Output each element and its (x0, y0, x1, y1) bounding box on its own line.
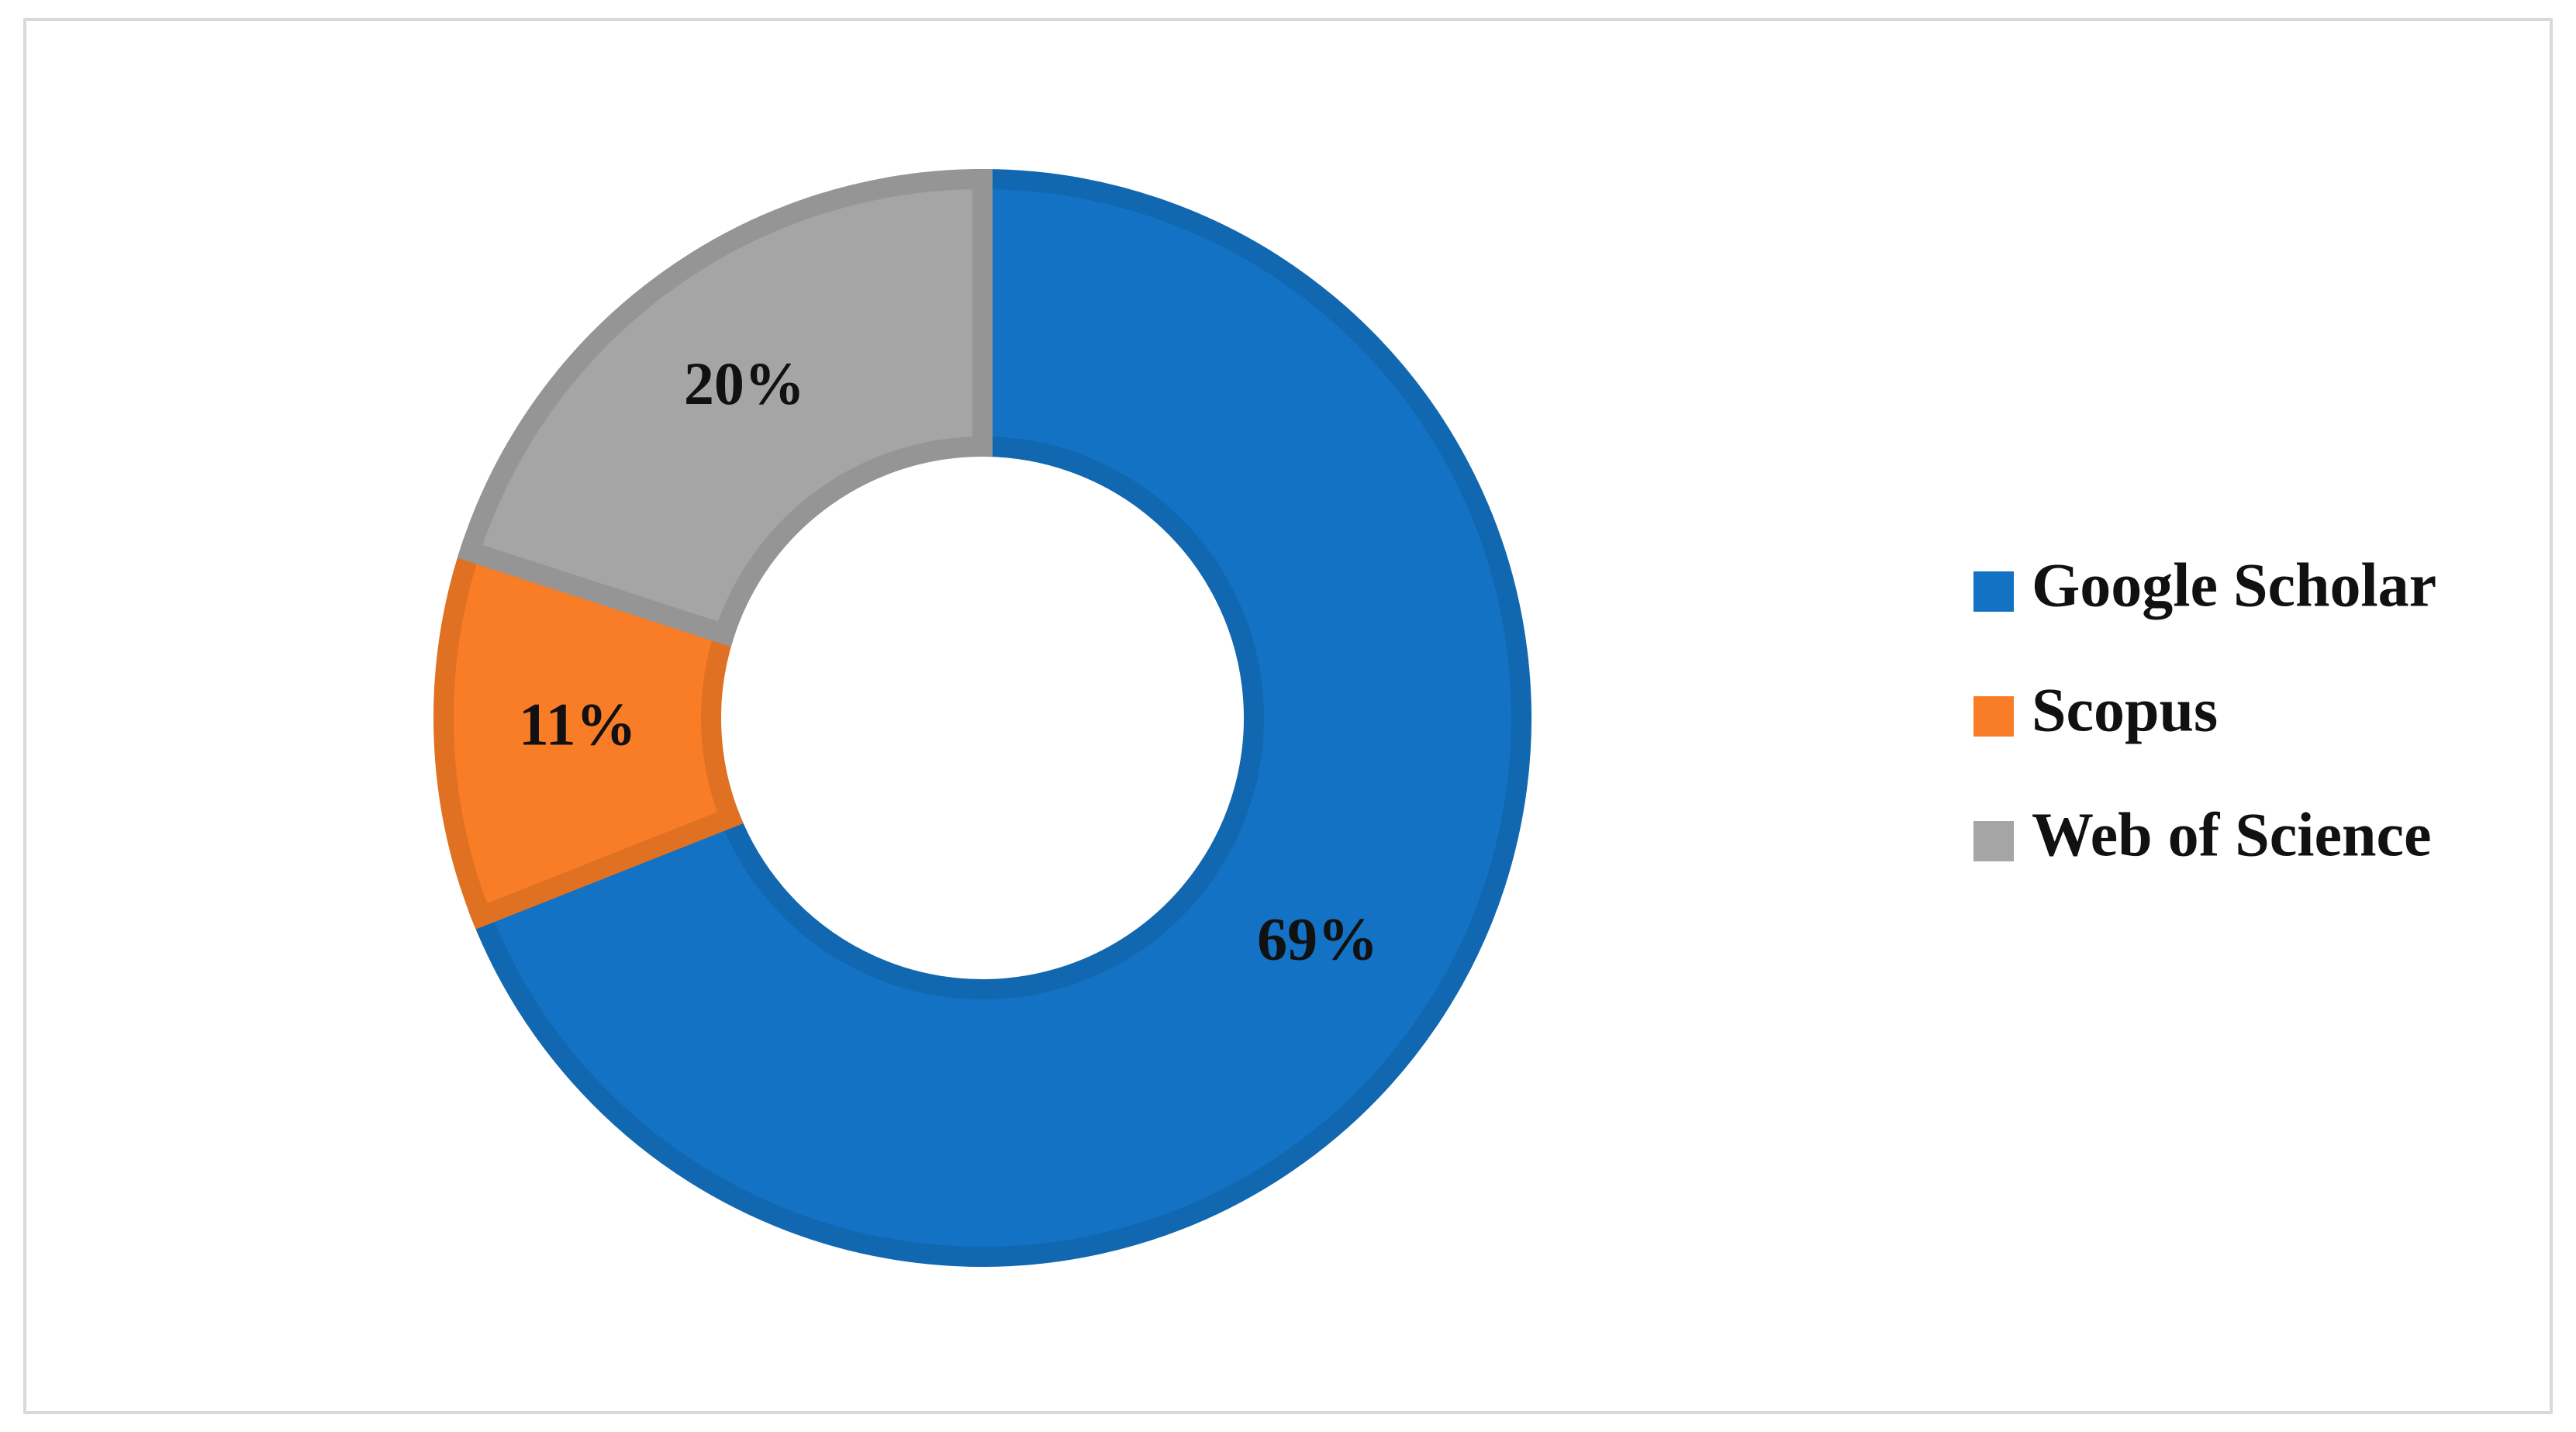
slice (457, 168, 993, 647)
legend-swatch (1973, 696, 2014, 737)
slice (433, 538, 744, 930)
slice (468, 168, 1531, 1267)
legend-label: Google Scholar (2032, 551, 2436, 619)
value-label: 11% (519, 690, 637, 757)
legend-swatch (1973, 821, 2014, 861)
value-label: 69% (1257, 906, 1378, 973)
legend-label: Scopus (2032, 676, 2218, 744)
value-label: 20% (684, 350, 805, 417)
legend-label: Web of Science (2032, 801, 2431, 869)
legend-swatch (1973, 571, 2014, 612)
